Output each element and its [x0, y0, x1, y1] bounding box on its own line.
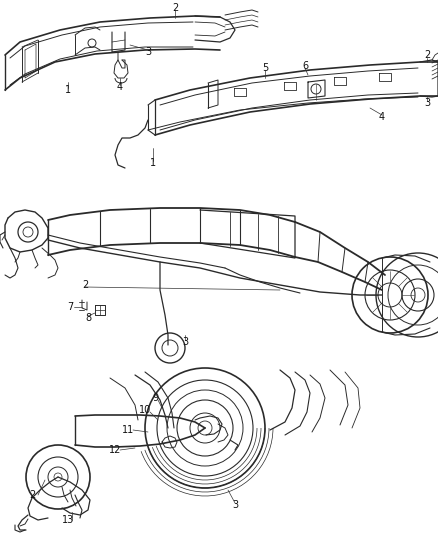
Text: 2: 2: [424, 50, 430, 60]
Text: 12: 12: [109, 445, 121, 455]
Text: 11: 11: [122, 425, 134, 435]
Text: 2: 2: [172, 3, 178, 13]
Text: 3: 3: [232, 500, 238, 510]
Text: 9: 9: [152, 393, 158, 403]
Text: 2: 2: [29, 490, 35, 500]
Text: 13: 13: [62, 515, 74, 525]
Text: 10: 10: [139, 405, 151, 415]
Text: 7: 7: [67, 302, 73, 312]
Text: 2: 2: [82, 280, 88, 290]
Text: 3: 3: [182, 337, 188, 347]
Text: 5: 5: [262, 63, 268, 73]
Text: 6: 6: [302, 61, 308, 71]
Text: 1: 1: [150, 158, 156, 168]
Text: 4: 4: [117, 82, 123, 92]
Text: 3: 3: [145, 47, 151, 57]
Text: 4: 4: [379, 112, 385, 122]
Text: 8: 8: [85, 313, 91, 323]
Text: 1: 1: [65, 85, 71, 95]
Text: 3: 3: [424, 98, 430, 108]
